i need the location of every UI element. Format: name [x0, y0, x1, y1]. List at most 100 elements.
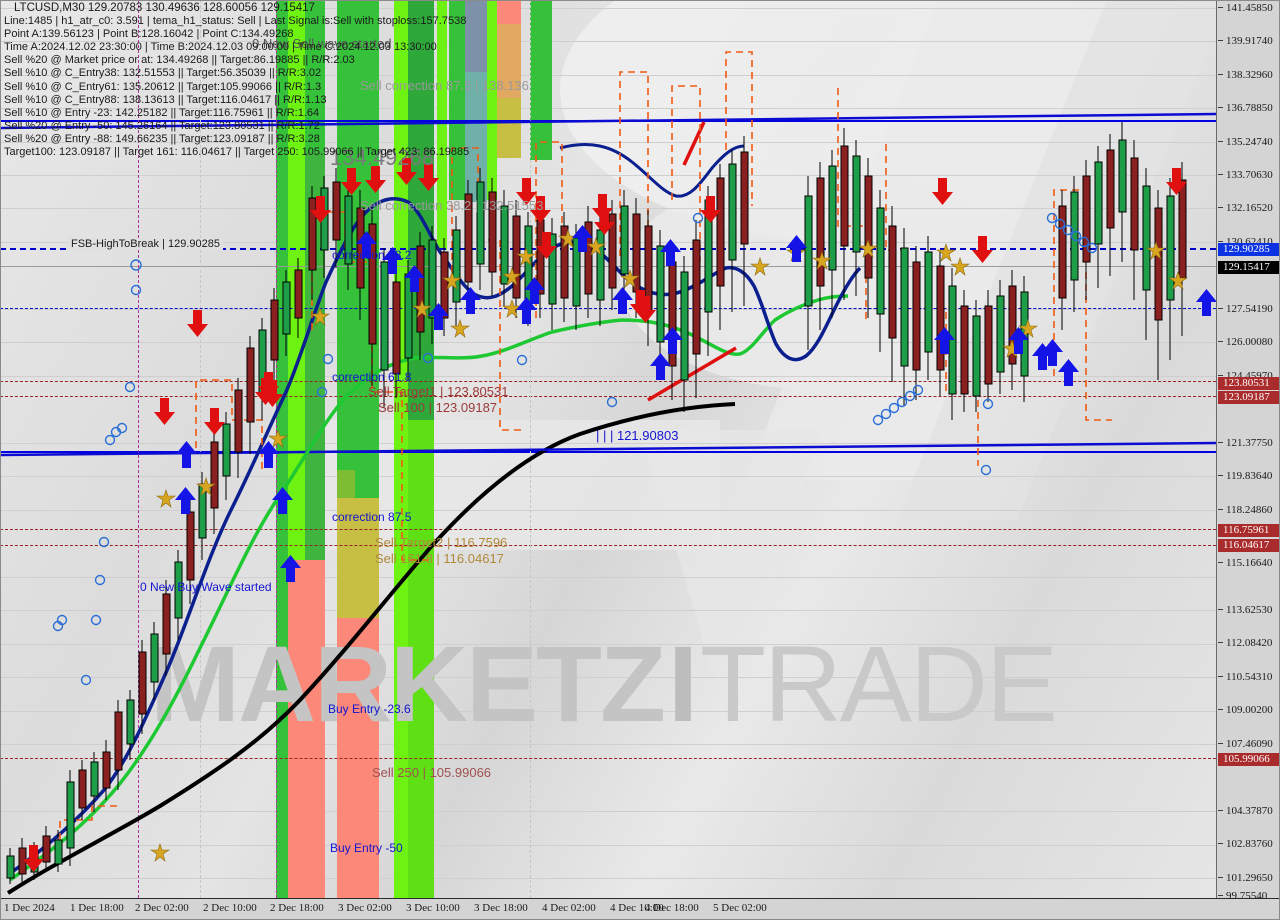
- time-tick: 4 Dec 10:00: [610, 902, 664, 914]
- time-tick: 1 Dec 2024: [4, 902, 55, 914]
- session-band: [288, 560, 305, 898]
- price-tick: 121.37750: [1217, 437, 1280, 450]
- header-line-9: Sell %20 @ Entry -50: 145.26164 || Targe…: [4, 119, 320, 132]
- annotation-new-sell-wave: 0 New Sell wave started: [252, 36, 392, 51]
- session-band: [497, 0, 521, 24]
- header-line-2: Point A:139.56123 | Point B:128.16042 | …: [4, 28, 294, 41]
- price-tick: 138.32960: [1217, 69, 1280, 82]
- price-tick: 107.46090: [1217, 738, 1280, 751]
- annotation-correction-382: correction 38.2: [332, 248, 412, 262]
- gridline: [0, 443, 1216, 444]
- gridline: [0, 811, 1216, 812]
- price-tick: 118.24860: [1217, 504, 1280, 517]
- price-tick: 136.78850: [1217, 102, 1280, 115]
- header-line-10: Sell %20 @ Entry -88: 149.66235 || Targe…: [4, 132, 320, 145]
- price-badge-target1: 123.80531: [1218, 377, 1280, 390]
- price-badge-sell250: 105.99066: [1218, 753, 1280, 766]
- gridline: [0, 75, 1216, 76]
- header-line-5: Sell %10 @ C_Entry38: 132.51553 || Targe…: [4, 67, 322, 80]
- time-scale[interactable]: 1 Dec 2024 1 Dec 18:00 2 Dec 02:00 2 Dec…: [0, 898, 1280, 920]
- sell-target2-line: [0, 529, 1216, 530]
- time-tick: 2 Dec 10:00: [203, 902, 257, 914]
- chart-symbol-title: LTCUSD,M30 129.20783 130.49636 128.60056…: [14, 2, 315, 14]
- time-tick: 3 Dec 02:00: [338, 902, 392, 914]
- annotation-fsb-high-break: FSB-HighToBreak | 129.90285: [68, 238, 223, 250]
- price-tick: 119.83640: [1217, 470, 1280, 483]
- gridline: [0, 309, 1216, 310]
- sell-target1-line: [0, 381, 1216, 382]
- price-tick: 127.54190: [1217, 303, 1280, 316]
- correction-618-line: [0, 308, 1216, 309]
- gridline: [0, 208, 1216, 209]
- price-tick: 109.00200: [1217, 704, 1280, 717]
- gridline: [0, 577, 1216, 578]
- price-scale[interactable]: 141.45850 139.91740 138.32960 136.78850 …: [1216, 0, 1280, 902]
- current-price-line: [0, 266, 1216, 267]
- gridline: [0, 8, 1216, 9]
- session-band: [408, 420, 434, 898]
- price-tick: 132.16520: [1217, 202, 1280, 215]
- annotation-sell-target-2: Sell Target2 | 116.7596: [375, 535, 508, 550]
- header-line-4: Sell %20 @ Market price or at: 134.49268…: [4, 54, 355, 67]
- sell-100-line: [0, 396, 1216, 397]
- annotation-sell-corr-382: Sell correction 38.2 | 132.51553: [360, 198, 544, 213]
- header-line-3: Time A:2024.12.02 23:30:00 | Time B:2024…: [4, 41, 437, 54]
- price-tick: 102.83760: [1217, 838, 1280, 851]
- time-tick: 2 Dec 02:00: [135, 902, 189, 914]
- gridline: [0, 610, 1216, 611]
- header-line-11: Target100: 123.09187 || Target 161: 116.…: [4, 146, 470, 159]
- sell-1618-line: [0, 545, 1216, 546]
- price-tick: 115.16640: [1217, 557, 1280, 570]
- annotation-new-buy-wave: 0 New Buy Wave started: [140, 580, 272, 594]
- gridline: [0, 41, 1216, 42]
- price-tick: 101.29650: [1217, 872, 1280, 885]
- gridline: [0, 142, 1216, 143]
- time-tick: 1 Dec 18:00: [70, 902, 124, 914]
- time-divider: [530, 0, 531, 898]
- chart-info-header: LTCUSD,M30 129.20783 130.49636 128.60056…: [4, 2, 469, 159]
- price-tick: 112.08420: [1217, 637, 1280, 650]
- time-tick: 3 Dec 18:00: [474, 902, 528, 914]
- price-badge-current: 129.15417: [1218, 261, 1280, 274]
- gridline: [0, 342, 1216, 343]
- annotation-level-121: | | | 121.90803: [596, 428, 679, 443]
- gridline: [0, 711, 1216, 712]
- session-band: [487, 0, 497, 200]
- sell-250-line: [0, 758, 1216, 759]
- session-band: [530, 0, 552, 160]
- gridline: [0, 845, 1216, 846]
- price-badge-sell100: 123.09187: [1218, 391, 1280, 404]
- annotation-sell-250: Sell 250 | 105.99066: [372, 765, 492, 780]
- gridline: [0, 677, 1216, 678]
- annotation-buy-entry-50: Buy Entry -50: [330, 841, 403, 855]
- price-badge-fsb: 129.90285: [1218, 243, 1280, 256]
- time-tick: 2 Dec 18:00: [270, 902, 324, 914]
- trend-lower-line: [0, 451, 1216, 453]
- gridline: [0, 878, 1216, 879]
- price-tick: 126.00080: [1217, 336, 1280, 349]
- header-line-8: Sell %10 @ Entry -23: 142.25182 || Targe…: [4, 106, 320, 119]
- price-badge-sell1618: 116.04617: [1218, 539, 1280, 552]
- annotation-point-c-value: 134.49268: [330, 145, 434, 170]
- session-band: [497, 24, 521, 98]
- time-tick: 4 Dec 18:00: [645, 902, 699, 914]
- time-tick: 3 Dec 10:00: [406, 902, 460, 914]
- session-band: [305, 560, 325, 898]
- annotation-sell-corr-875: Sell correction 87.5 | 138.136: [360, 78, 529, 93]
- gridline: [0, 744, 1216, 745]
- time-tick: 4 Dec 02:00: [542, 902, 596, 914]
- gridline: [0, 644, 1216, 645]
- session-band: [394, 360, 408, 898]
- price-tick: 110.54310: [1217, 671, 1280, 684]
- annotation-buy-entry-236: Buy Entry -23.6: [328, 702, 411, 716]
- header-line-6: Sell %10 @ C_Entry61: 135.20612 || Targe…: [4, 80, 322, 93]
- gridline: [0, 510, 1216, 511]
- price-tick: 133.70630: [1217, 169, 1280, 182]
- session-band: [497, 98, 521, 158]
- chart-plot-area[interactable]: MARKETZ I TRADE: [0, 0, 1216, 898]
- price-tick: 135.24740: [1217, 136, 1280, 149]
- annotation-correction-875: correction 87.5: [332, 510, 412, 524]
- session-band: [305, 152, 325, 560]
- header-line-1: Line:1485 | h1_atr_c0: 3.591 | tema_h1_s…: [4, 15, 467, 28]
